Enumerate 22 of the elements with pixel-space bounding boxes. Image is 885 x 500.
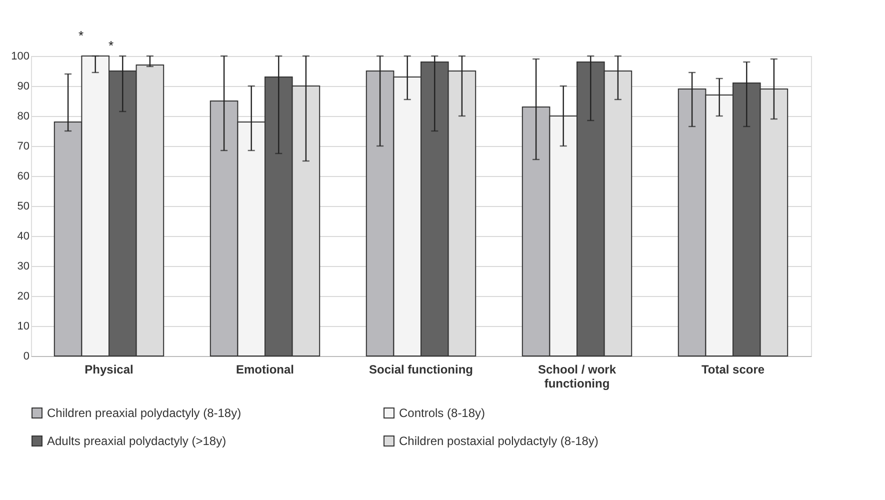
y-tick-label: 10: [17, 320, 30, 332]
x-tick-label: School / work functioning: [538, 362, 616, 390]
y-tick-label: 60: [17, 170, 30, 182]
y-tick-label: 100: [11, 50, 30, 62]
x-tick-label: Total score: [701, 362, 765, 376]
text: *: [108, 38, 114, 53]
y-tick-label: 90: [17, 80, 30, 92]
x-tick-label: Physical: [84, 362, 134, 376]
y-tick-label: 30: [17, 260, 30, 272]
text: *: [78, 28, 84, 43]
y-tick-label: 80: [17, 110, 30, 122]
y-tick-label: 0: [23, 350, 30, 362]
legend-label: Children preaxial polydactyly (8-18y): [47, 406, 242, 420]
y-tick-label: 40: [17, 230, 30, 242]
x-tick-label: Emotional: [236, 362, 294, 376]
y-tick-label: 70: [17, 140, 30, 152]
y-tick-label: 50: [17, 200, 30, 212]
legend-label: Controls (8-18y): [399, 406, 486, 420]
legend-label: Adults preaxial polydactyly (>18y): [47, 434, 226, 448]
y-tick-label: 20: [17, 290, 30, 302]
x-tick-label: Social functioning: [369, 362, 473, 376]
legend-label: Children postaxial polydactyly (8-18y): [399, 434, 598, 448]
